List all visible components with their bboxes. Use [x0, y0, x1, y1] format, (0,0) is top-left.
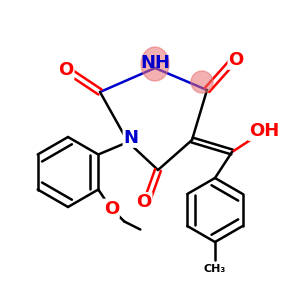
Text: O: O — [104, 200, 119, 217]
Ellipse shape — [191, 71, 213, 93]
Text: NH: NH — [140, 54, 170, 72]
Text: N: N — [124, 129, 139, 147]
Text: OH: OH — [249, 122, 279, 140]
Text: O: O — [58, 61, 74, 79]
Text: CH₃: CH₃ — [204, 264, 226, 274]
Text: O: O — [136, 193, 152, 211]
Ellipse shape — [141, 47, 169, 81]
Text: O: O — [228, 51, 244, 69]
